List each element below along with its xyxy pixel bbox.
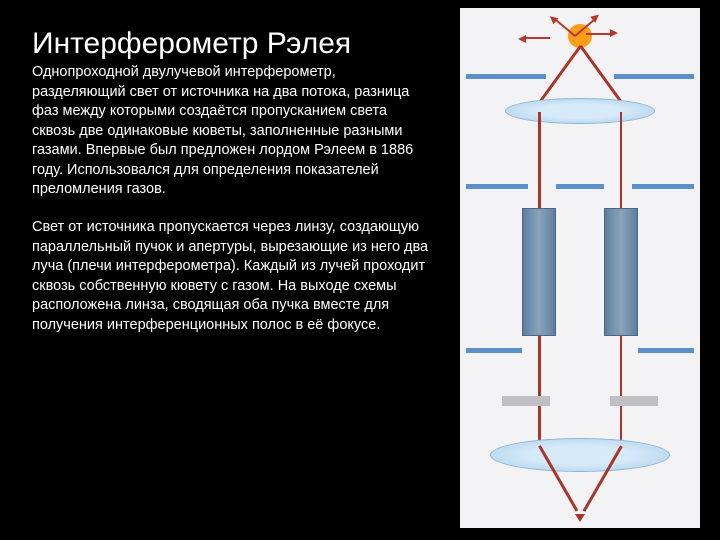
slit-top-left — [466, 74, 546, 79]
page-title: Интерферометр Рэлея — [32, 27, 351, 60]
aperture-left — [502, 396, 550, 406]
collimating-lens — [505, 98, 655, 124]
lead-paragraph: Однопроходной двулучевой интерферометр, … — [32, 64, 413, 197]
light-source-icon — [568, 24, 592, 48]
diagram-canvas — [460, 8, 700, 528]
focusing-lens — [490, 438, 670, 472]
cuvette-left — [522, 208, 556, 336]
slit-low-right — [638, 348, 694, 353]
cuvette-right — [604, 208, 638, 336]
focus-point-icon — [575, 514, 585, 522]
slit-mid-right — [632, 184, 694, 189]
interferometer-diagram — [460, 8, 700, 528]
slit-top-right — [614, 74, 694, 79]
title-block: Интерферометр Рэлея Однопроходной двулуч… — [32, 24, 432, 200]
slit-low-left — [466, 348, 522, 353]
slit-mid-left — [466, 184, 528, 189]
second-paragraph: Свет от источника пропускается через лин… — [32, 218, 432, 335]
slit-mid-center — [556, 184, 604, 189]
aperture-right — [610, 396, 658, 406]
text-column: Интерферометр Рэлея Однопроходной двулуч… — [32, 24, 432, 335]
